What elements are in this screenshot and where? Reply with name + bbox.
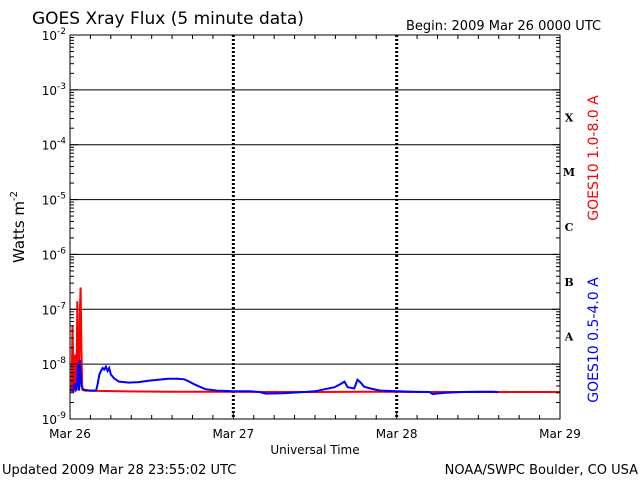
flare-class-label: C	[565, 221, 574, 234]
y-axis-label-main: Watts m	[10, 201, 28, 263]
y-axis-label: Watts m-2	[9, 191, 28, 263]
y-tick-label: 10-7	[42, 301, 66, 317]
y-tick-base: 10	[42, 194, 57, 208]
y-axis-label-sup: -2	[9, 191, 20, 201]
y-tick-base: 10	[42, 84, 57, 98]
flare-class-label: A	[564, 331, 574, 344]
y-tick-base: 10	[42, 248, 57, 262]
y-tick-base: 10	[42, 29, 57, 43]
y-tick-exp: -2	[57, 27, 66, 37]
y-tick-label: 10-8	[42, 356, 67, 372]
y-tick-exp: -9	[57, 411, 66, 421]
y-tick-label: 10-2	[42, 27, 66, 43]
series-line-long-wave	[69, 287, 560, 393]
footer-updated: Updated 2009 Mar 28 23:55:02 UTC	[2, 463, 236, 478]
flare-class-label: B	[564, 276, 573, 289]
y-tick-exp: -7	[57, 301, 66, 311]
chart-title: GOES Xray Flux (5 minute data)	[32, 9, 304, 29]
series-layer	[69, 287, 560, 396]
x-tick-label: Mar 27	[212, 427, 254, 441]
x-tick-label: Mar 29	[539, 427, 581, 441]
x-axis-label: Universal Time	[270, 443, 359, 457]
y-tick-base: 10	[42, 413, 57, 427]
legend-series-2: GOES10 0.5-4.0 A	[586, 277, 602, 403]
y-tick-label: 10-5	[42, 192, 66, 208]
y-tick-base: 10	[42, 139, 57, 153]
plot-frame	[69, 34, 561, 420]
y-tick-label: 10-6	[42, 246, 67, 262]
x-tick-label: Mar 26	[49, 427, 91, 441]
y-tick-exp: -8	[57, 356, 66, 366]
y-tick-exp: -3	[57, 82, 66, 92]
grid-layer	[70, 35, 560, 419]
y-tick-label: 10-4	[42, 137, 67, 153]
footer-credit: NOAA/SWPC Boulder, CO USA	[445, 463, 638, 478]
y-tick-base: 10	[42, 303, 57, 317]
y-tick-label: 10-3	[42, 82, 66, 98]
y-tick-base: 10	[42, 358, 57, 372]
series-line-short-wave	[69, 359, 499, 396]
y-tick-exp: -4	[57, 137, 66, 147]
begin-label: Begin: 2009 Mar 26 0000 UTC	[406, 19, 601, 34]
flare-class-label: M	[563, 166, 575, 179]
y-tick-label: 10-9	[42, 411, 67, 427]
x-tick-label: Mar 28	[376, 427, 418, 441]
y-tick-exp: -5	[57, 192, 66, 202]
legend-series-1: GOES10 1.0-8.0 A	[586, 95, 602, 221]
flare-class-label: X	[565, 111, 574, 124]
y-tick-exp: -6	[57, 246, 66, 256]
